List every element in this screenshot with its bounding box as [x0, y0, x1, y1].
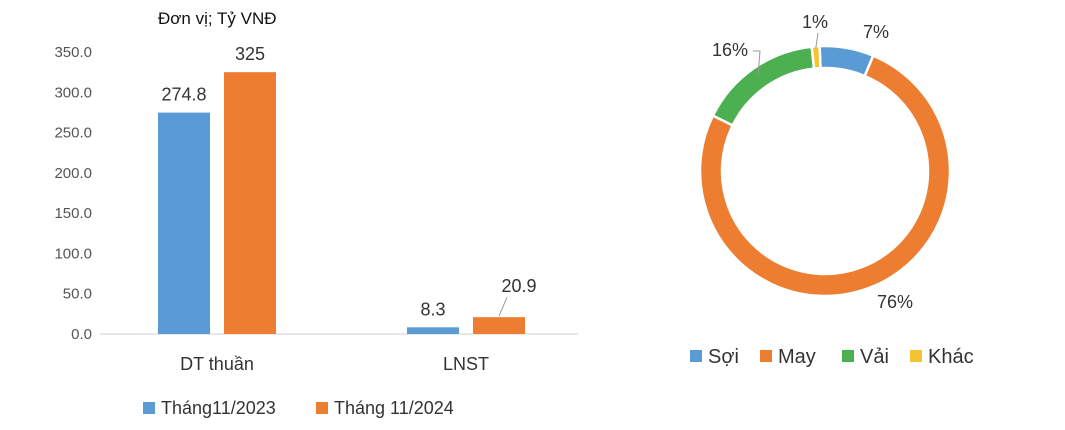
y-tick-label: 300.0 — [54, 84, 92, 101]
legend-swatch — [842, 350, 854, 362]
y-tick-label: 100.0 — [54, 245, 92, 262]
unit-note: Đơn vị; Tỷ VNĐ — [158, 9, 277, 28]
bar-chart: Đơn vị; Tỷ VNĐ 0.0 50.0 100.0 150.0 200.0 250… — [54, 9, 578, 418]
legend-label: Tháng11/2023 — [161, 398, 276, 418]
donut-legend: Sợi May Vải Khác — [690, 346, 974, 368]
data-label: 8.3 — [420, 299, 445, 319]
donut-slice — [818, 44, 875, 78]
legend-swatch — [760, 350, 772, 362]
x-axis: DT thuần LNST — [180, 354, 489, 374]
legend-swatch — [316, 402, 328, 414]
donut-label: 76% — [877, 292, 913, 312]
donut-chart: 7% 76% 16% 1% Sợi May Vải Khác — [690, 12, 974, 368]
y-tick-label: 50.0 — [63, 286, 92, 303]
donut-labels: 7% 76% 16% 1% — [712, 12, 913, 312]
leader-line — [753, 50, 761, 76]
bar — [224, 72, 276, 335]
donut-label: 7% — [863, 22, 889, 42]
leader-line — [498, 296, 508, 317]
legend-label: Vải — [860, 346, 889, 368]
bar — [158, 112, 210, 334]
legend-swatch — [143, 402, 155, 414]
y-tick-label: 200.0 — [54, 165, 92, 182]
legend-label: Khác — [928, 346, 974, 368]
donut-slice — [698, 54, 952, 298]
legend-swatch — [910, 350, 922, 362]
legend-swatch — [690, 350, 702, 362]
y-tick-label: 350.0 — [54, 44, 92, 61]
bar — [407, 327, 459, 334]
donut-label: 1% — [802, 12, 828, 32]
category-label: LNST — [443, 354, 489, 374]
donut-slice — [810, 44, 822, 70]
donut-label: 16% — [712, 40, 748, 60]
y-axis: 0.0 50.0 100.0 150.0 200.0 250.0 300.0 350.0 — [54, 44, 578, 343]
legend-label: Sợi — [708, 346, 739, 368]
donut-slices — [698, 44, 952, 298]
bar — [473, 317, 525, 334]
data-label: 274.8 — [161, 85, 206, 105]
y-tick-label: 150.0 — [54, 205, 92, 222]
y-tick-label: 250.0 — [54, 125, 92, 142]
bar-legend: Tháng11/2023 Tháng 11/2024 — [143, 398, 454, 418]
legend-label: May — [778, 346, 816, 368]
category-label: DT thuần — [180, 354, 254, 374]
leader-line — [815, 32, 819, 49]
data-label: 20.9 — [501, 276, 536, 296]
bars: 274.8 325 8.3 20.9 — [158, 44, 537, 335]
y-tick-label: 0.0 — [71, 326, 92, 343]
legend-label: Tháng 11/2024 — [334, 398, 454, 418]
data-label: 325 — [235, 44, 265, 64]
